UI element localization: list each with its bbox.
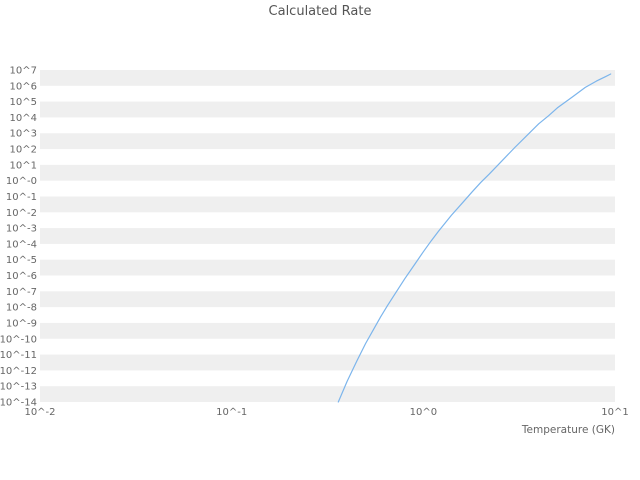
x-axis-title: Temperature (GK) (521, 424, 615, 436)
y-tick-label: 10^-3 (6, 224, 37, 235)
x-tick-label: 10^1 (601, 407, 628, 418)
y-tick-label: 10^-8 (6, 303, 37, 314)
y-tick-label: 10^-4 (6, 239, 37, 250)
y-tick-label: 10^-14 (0, 398, 37, 409)
grid-band (40, 133, 615, 150)
x-tick-label: 10^-2 (24, 407, 55, 418)
grid-band (40, 101, 615, 118)
y-tick-label: 10^5 (10, 97, 37, 108)
y-tick-label: 10^2 (10, 145, 37, 156)
y-tick-label: 10^6 (10, 81, 37, 92)
y-tick-label: 10^-2 (6, 208, 37, 219)
y-tick-label: 10^1 (10, 160, 37, 171)
y-tick-label: 10^-9 (6, 318, 37, 329)
y-tick-label: 10^-6 (6, 271, 37, 282)
grid-band (40, 354, 615, 371)
y-tick-label: 10^-0 (6, 176, 37, 187)
grid-band (40, 196, 615, 213)
y-tick-label: 10^-13 (0, 382, 37, 393)
y-tick-label: 10^7 (10, 66, 37, 77)
y-tick-label: 10^4 (10, 113, 37, 124)
chart-title: Calculated Rate (268, 4, 372, 19)
y-tick-label: 10^-1 (6, 192, 37, 203)
y-tick-label: 10^-12 (0, 366, 37, 377)
grid-band (40, 164, 615, 181)
grid-band (40, 228, 615, 244)
rate-line (337, 73, 612, 403)
y-tick-label: 10^-10 (0, 334, 37, 345)
x-tick-label: 10^0 (410, 407, 437, 418)
grid-band (40, 386, 615, 402)
grid-band (40, 322, 615, 339)
grid-band (40, 291, 615, 308)
y-tick-label: 10^-7 (6, 287, 37, 298)
y-tick-label: 10^-11 (0, 350, 37, 361)
y-tick-label: 10^-5 (6, 255, 37, 266)
x-tick-label: 10^-1 (216, 407, 247, 418)
grid-band (40, 259, 615, 276)
y-tick-label: 10^3 (10, 129, 37, 140)
grid-band (40, 70, 615, 86)
